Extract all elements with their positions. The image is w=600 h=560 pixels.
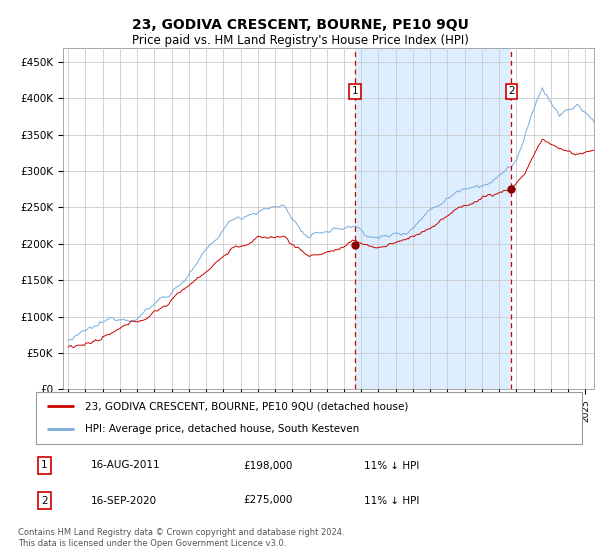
Text: 2: 2 [41, 496, 47, 506]
Text: 11% ↓ HPI: 11% ↓ HPI [364, 496, 419, 506]
Text: 2: 2 [508, 86, 515, 96]
Text: Contains HM Land Registry data © Crown copyright and database right 2024.
This d: Contains HM Land Registry data © Crown c… [18, 528, 344, 548]
Text: 16-SEP-2020: 16-SEP-2020 [91, 496, 157, 506]
Text: 1: 1 [352, 86, 358, 96]
Text: 11% ↓ HPI: 11% ↓ HPI [364, 460, 419, 470]
Text: 23, GODIVA CRESCENT, BOURNE, PE10 9QU: 23, GODIVA CRESCENT, BOURNE, PE10 9QU [131, 17, 469, 31]
Text: HPI: Average price, detached house, South Kesteven: HPI: Average price, detached house, Sout… [85, 424, 359, 434]
Text: Price paid vs. HM Land Registry's House Price Index (HPI): Price paid vs. HM Land Registry's House … [131, 34, 469, 47]
Text: 23, GODIVA CRESCENT, BOURNE, PE10 9QU (detached house): 23, GODIVA CRESCENT, BOURNE, PE10 9QU (d… [85, 402, 409, 412]
Text: 1: 1 [41, 460, 47, 470]
Text: £198,000: £198,000 [244, 460, 293, 470]
Text: 16-AUG-2011: 16-AUG-2011 [91, 460, 160, 470]
Bar [355, 48, 511, 389]
FancyBboxPatch shape [36, 392, 582, 444]
Text: £275,000: £275,000 [244, 496, 293, 506]
